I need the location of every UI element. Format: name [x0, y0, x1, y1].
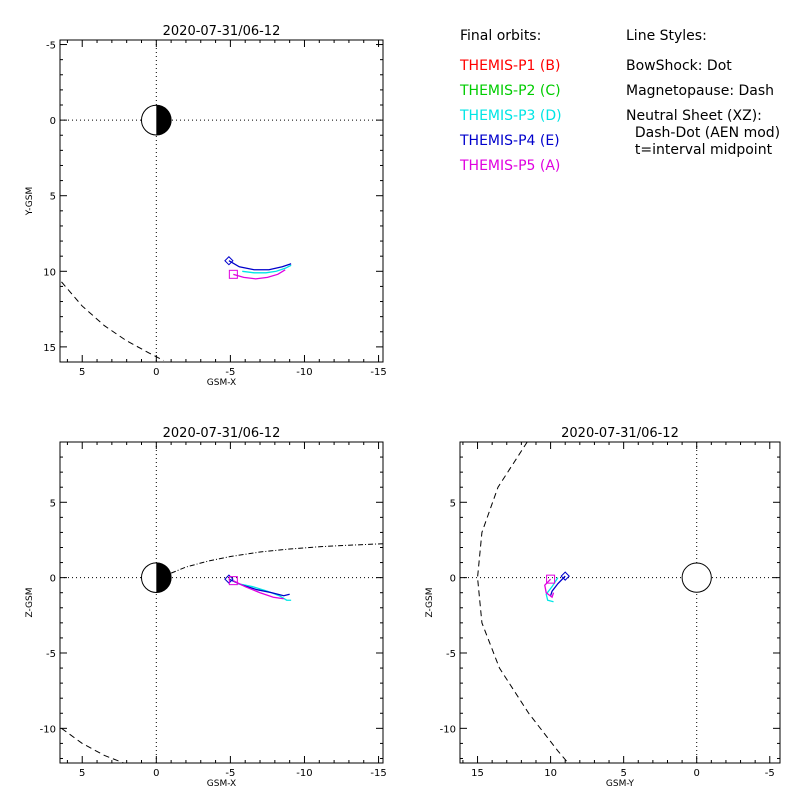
x-axis-label: GSM-X [207, 779, 236, 789]
x-tick-label: -10 [296, 367, 312, 378]
magnetopause-line [477, 442, 569, 763]
start-marker-p5 [228, 269, 238, 279]
plot-frame [59, 39, 384, 363]
x-tick-label: -10 [296, 768, 312, 779]
earth-icon [681, 562, 712, 593]
y-axis-label: Y-GSM [25, 187, 35, 216]
plot-title: 2020-07-31/06-12 [163, 426, 281, 441]
plot-xy: 2020-07-31/06-12 GSM-X Y-GSM 5 0 -5 -10 -15 -5 0 5… [25, 24, 387, 388]
orbit-p4 [228, 578, 290, 597]
orbit-p3 [545, 577, 559, 603]
orbit-p4 [228, 260, 292, 271]
start-marker-p4 [560, 571, 570, 581]
y-axis-label: Z-GSM [25, 587, 35, 617]
x-axis-label: GSM-X [207, 378, 236, 388]
y-tick-label: -5 [446, 649, 456, 660]
magnetopause-line [61, 281, 164, 361]
orbit-p5 [233, 580, 284, 600]
x-tick-label: -5 [225, 768, 235, 779]
x-tick-label: 5 [79, 367, 85, 378]
y-tick-label: 5 [50, 192, 56, 203]
plot-frame [459, 441, 781, 764]
plot-title: 2020-07-31/06-12 [163, 24, 281, 39]
plot-xz: 2020-07-31/06-12 GSM-X Z-GSM 5 0 -5 -10 -15 5 0 -5… [25, 426, 387, 789]
y-tick-label: -5 [46, 41, 56, 52]
y-tick-label: -10 [440, 724, 456, 735]
x-tick-label: 0 [153, 367, 159, 378]
x-tick-label: -5 [225, 367, 235, 378]
y-tick-label: 5 [50, 498, 56, 509]
y-tick-label: 10 [43, 267, 56, 278]
start-marker-p5 [546, 574, 556, 584]
y-tick-label: -5 [46, 649, 56, 660]
plot-yz: 2020-07-31/06-12 GSM-Y Z-GSM 15 10 5 0 -5 5 0 -5 -1… [425, 426, 781, 789]
earth-night-side [156, 562, 172, 593]
x-tick-label: -5 [765, 768, 775, 779]
y-tick-label: 5 [450, 498, 456, 509]
y-tick-label: 0 [50, 574, 56, 585]
neutral-sheet-line [170, 543, 383, 574]
x-axis-label: GSM-Y [606, 779, 635, 789]
x-tick-label: 5 [79, 768, 85, 779]
earth-night-side [156, 105, 172, 135]
x-tick-label: 15 [471, 768, 484, 779]
x-tick-label: 10 [544, 768, 557, 779]
x-tick-label: 0 [153, 768, 159, 779]
x-tick-label: -15 [370, 768, 386, 779]
start-marker-p4 [224, 256, 234, 266]
magnetopause-line [61, 727, 124, 763]
y-tick-label: 15 [43, 343, 56, 354]
y-axis-label: Z-GSM [425, 587, 435, 617]
y-tick-label: -10 [40, 724, 56, 735]
plot-title: 2020-07-31/06-12 [561, 426, 679, 441]
y-tick-label: 0 [450, 574, 456, 585]
x-tick-label: 5 [620, 768, 626, 779]
x-tick-label: -15 [370, 367, 386, 378]
y-tick-label: 0 [50, 116, 56, 127]
x-tick-label: 0 [694, 768, 700, 779]
start-marker-p5 [228, 576, 238, 586]
orbit-p5 [233, 269, 286, 280]
orbit-p3 [242, 264, 292, 274]
plot-frame [59, 441, 384, 764]
orbit-p4 [549, 575, 566, 596]
